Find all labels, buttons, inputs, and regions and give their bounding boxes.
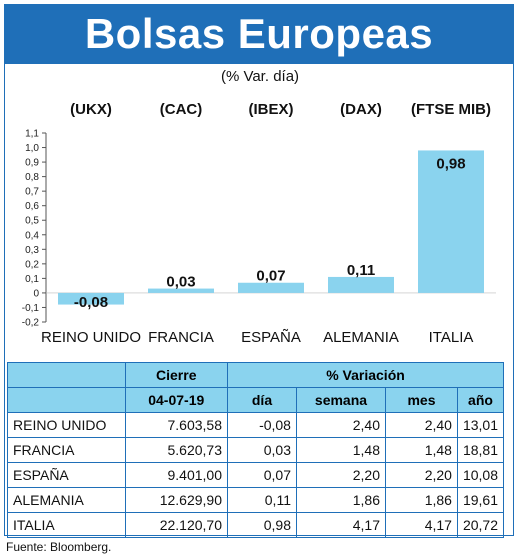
row-cierre: 7.603,58 <box>124 412 228 438</box>
index-label: (FTSE MIB) <box>411 101 491 118</box>
y-tick-label: 0,6 <box>25 201 39 212</box>
bar <box>238 282 304 293</box>
table-body: REINO UNIDO 7.603,58 -0,08 2,40 2,40 13,01 FRA… <box>7 412 505 538</box>
row-mes: 2,20 <box>385 462 458 488</box>
row-cierre: 22.120,70 <box>124 512 228 538</box>
y-tick-label: 1,1 <box>25 129 39 140</box>
table-subheader-row: 04-07-19 día semana mes año <box>7 387 505 413</box>
y-tick-label: 0,8 <box>25 172 39 183</box>
bar-value-label: 0,98 <box>436 155 465 172</box>
row-ano: 13,01 <box>456 412 505 438</box>
index-label: (DAX) <box>340 101 382 118</box>
row-semana: 2,40 <box>295 412 387 438</box>
category-label: ESPAÑA <box>241 329 301 346</box>
y-tick-label: -0,2 <box>22 318 40 329</box>
bar <box>58 292 124 305</box>
row-country: ESPAÑA <box>7 462 126 488</box>
header-variacion: % Variación <box>227 362 504 388</box>
row-ano: 20,72 <box>456 512 505 538</box>
table-row: ITALIA 22.120,70 0,98 4,17 4,17 20,72 <box>7 512 505 538</box>
row-mes: 1,48 <box>385 437 458 463</box>
row-ano: 18,81 <box>456 437 505 463</box>
row-mes: 2,40 <box>385 412 458 438</box>
row-dia: -0,08 <box>227 412 297 438</box>
bar-value-label: 0,07 <box>256 268 285 285</box>
chart-subtitle: (% Var. día) <box>220 68 300 85</box>
row-cierre: 9.401,00 <box>124 462 228 488</box>
header-date: 04-07-19 <box>124 387 228 413</box>
category-label: FRANCIA <box>148 329 214 346</box>
subheader-blank <box>7 387 126 413</box>
row-country: ITALIA <box>7 512 126 538</box>
index-label: (UKX) <box>70 101 112 118</box>
header-blank <box>7 362 126 388</box>
category-label: ALEMANIA <box>323 329 399 346</box>
header-mes: mes <box>385 387 458 413</box>
page-title: Bolsas Europeas <box>4 4 514 64</box>
row-dia: 0,11 <box>227 487 297 513</box>
row-semana: 1,86 <box>295 487 387 513</box>
row-mes: 1,86 <box>385 487 458 513</box>
y-tick-label: 0,5 <box>25 216 39 227</box>
table-row: REINO UNIDO 7.603,58 -0,08 2,40 2,40 13,01 <box>7 412 505 438</box>
y-tick-label: 0,3 <box>25 245 39 256</box>
y-tick-label: 1,0 <box>25 143 39 154</box>
bar <box>418 150 484 293</box>
row-cierre: 5.620,73 <box>124 437 228 463</box>
y-tick-label: 0 <box>33 288 39 299</box>
index-label: (IBEX) <box>249 101 294 118</box>
table-row: FRANCIA 5.620,73 0,03 1,48 1,48 18,81 <box>7 437 505 463</box>
bar <box>148 288 214 293</box>
y-tick-label: -0,1 <box>22 303 40 314</box>
category-label: ITALIA <box>429 329 474 346</box>
header-semana: semana <box>295 387 387 413</box>
y-tick-label: 0,1 <box>25 274 39 285</box>
row-semana: 2,20 <box>295 462 387 488</box>
y-tick-label: 0,9 <box>25 158 39 169</box>
table-row: ESPAÑA 9.401,00 0,07 2,20 2,20 10,08 <box>7 462 505 488</box>
row-mes: 4,17 <box>385 512 458 538</box>
header-ano: año <box>456 387 505 413</box>
bar-value-label: -0,08 <box>74 294 108 311</box>
bar <box>328 276 394 293</box>
row-semana: 4,17 <box>295 512 387 538</box>
bar-value-label: 0,03 <box>166 274 195 291</box>
row-dia: 0,98 <box>227 512 297 538</box>
header-dia: día <box>227 387 297 413</box>
index-label: (CAC) <box>160 101 203 118</box>
row-dia: 0,07 <box>227 462 297 488</box>
row-country: FRANCIA <box>7 437 126 463</box>
table-row: ALEMANIA 12.629,90 0,11 1,86 1,86 19,61 <box>7 487 505 513</box>
bar-value-label: 0,11 <box>347 262 375 279</box>
row-ano: 19,61 <box>456 487 505 513</box>
row-semana: 1,48 <box>295 437 387 463</box>
row-ano: 10,08 <box>456 462 505 488</box>
row-country: ALEMANIA <box>7 487 126 513</box>
bar-chart: 1,1 1,0 0,9 0,8 0,7 0,6 0,5 0,4 0,3 0,2 0,1 0 -0,1 -0… <box>22 101 496 346</box>
source-note: Fuente: Bloomberg. <box>6 540 112 554</box>
y-tick-label: 0,4 <box>25 230 39 241</box>
row-cierre: 12.629,90 <box>124 487 228 513</box>
table-header-row: Cierre % Variación <box>7 362 504 388</box>
row-dia: 0,03 <box>227 437 297 463</box>
y-tick-label: 0,2 <box>25 259 39 270</box>
header-cierre: Cierre <box>124 362 228 388</box>
y-tick-label: 0,7 <box>25 187 39 198</box>
row-country: REINO UNIDO <box>7 412 126 438</box>
category-label: REINO UNIDO <box>41 329 141 346</box>
markets-table: Cierre % Variación 04-07-19 día semana m… <box>7 362 505 538</box>
